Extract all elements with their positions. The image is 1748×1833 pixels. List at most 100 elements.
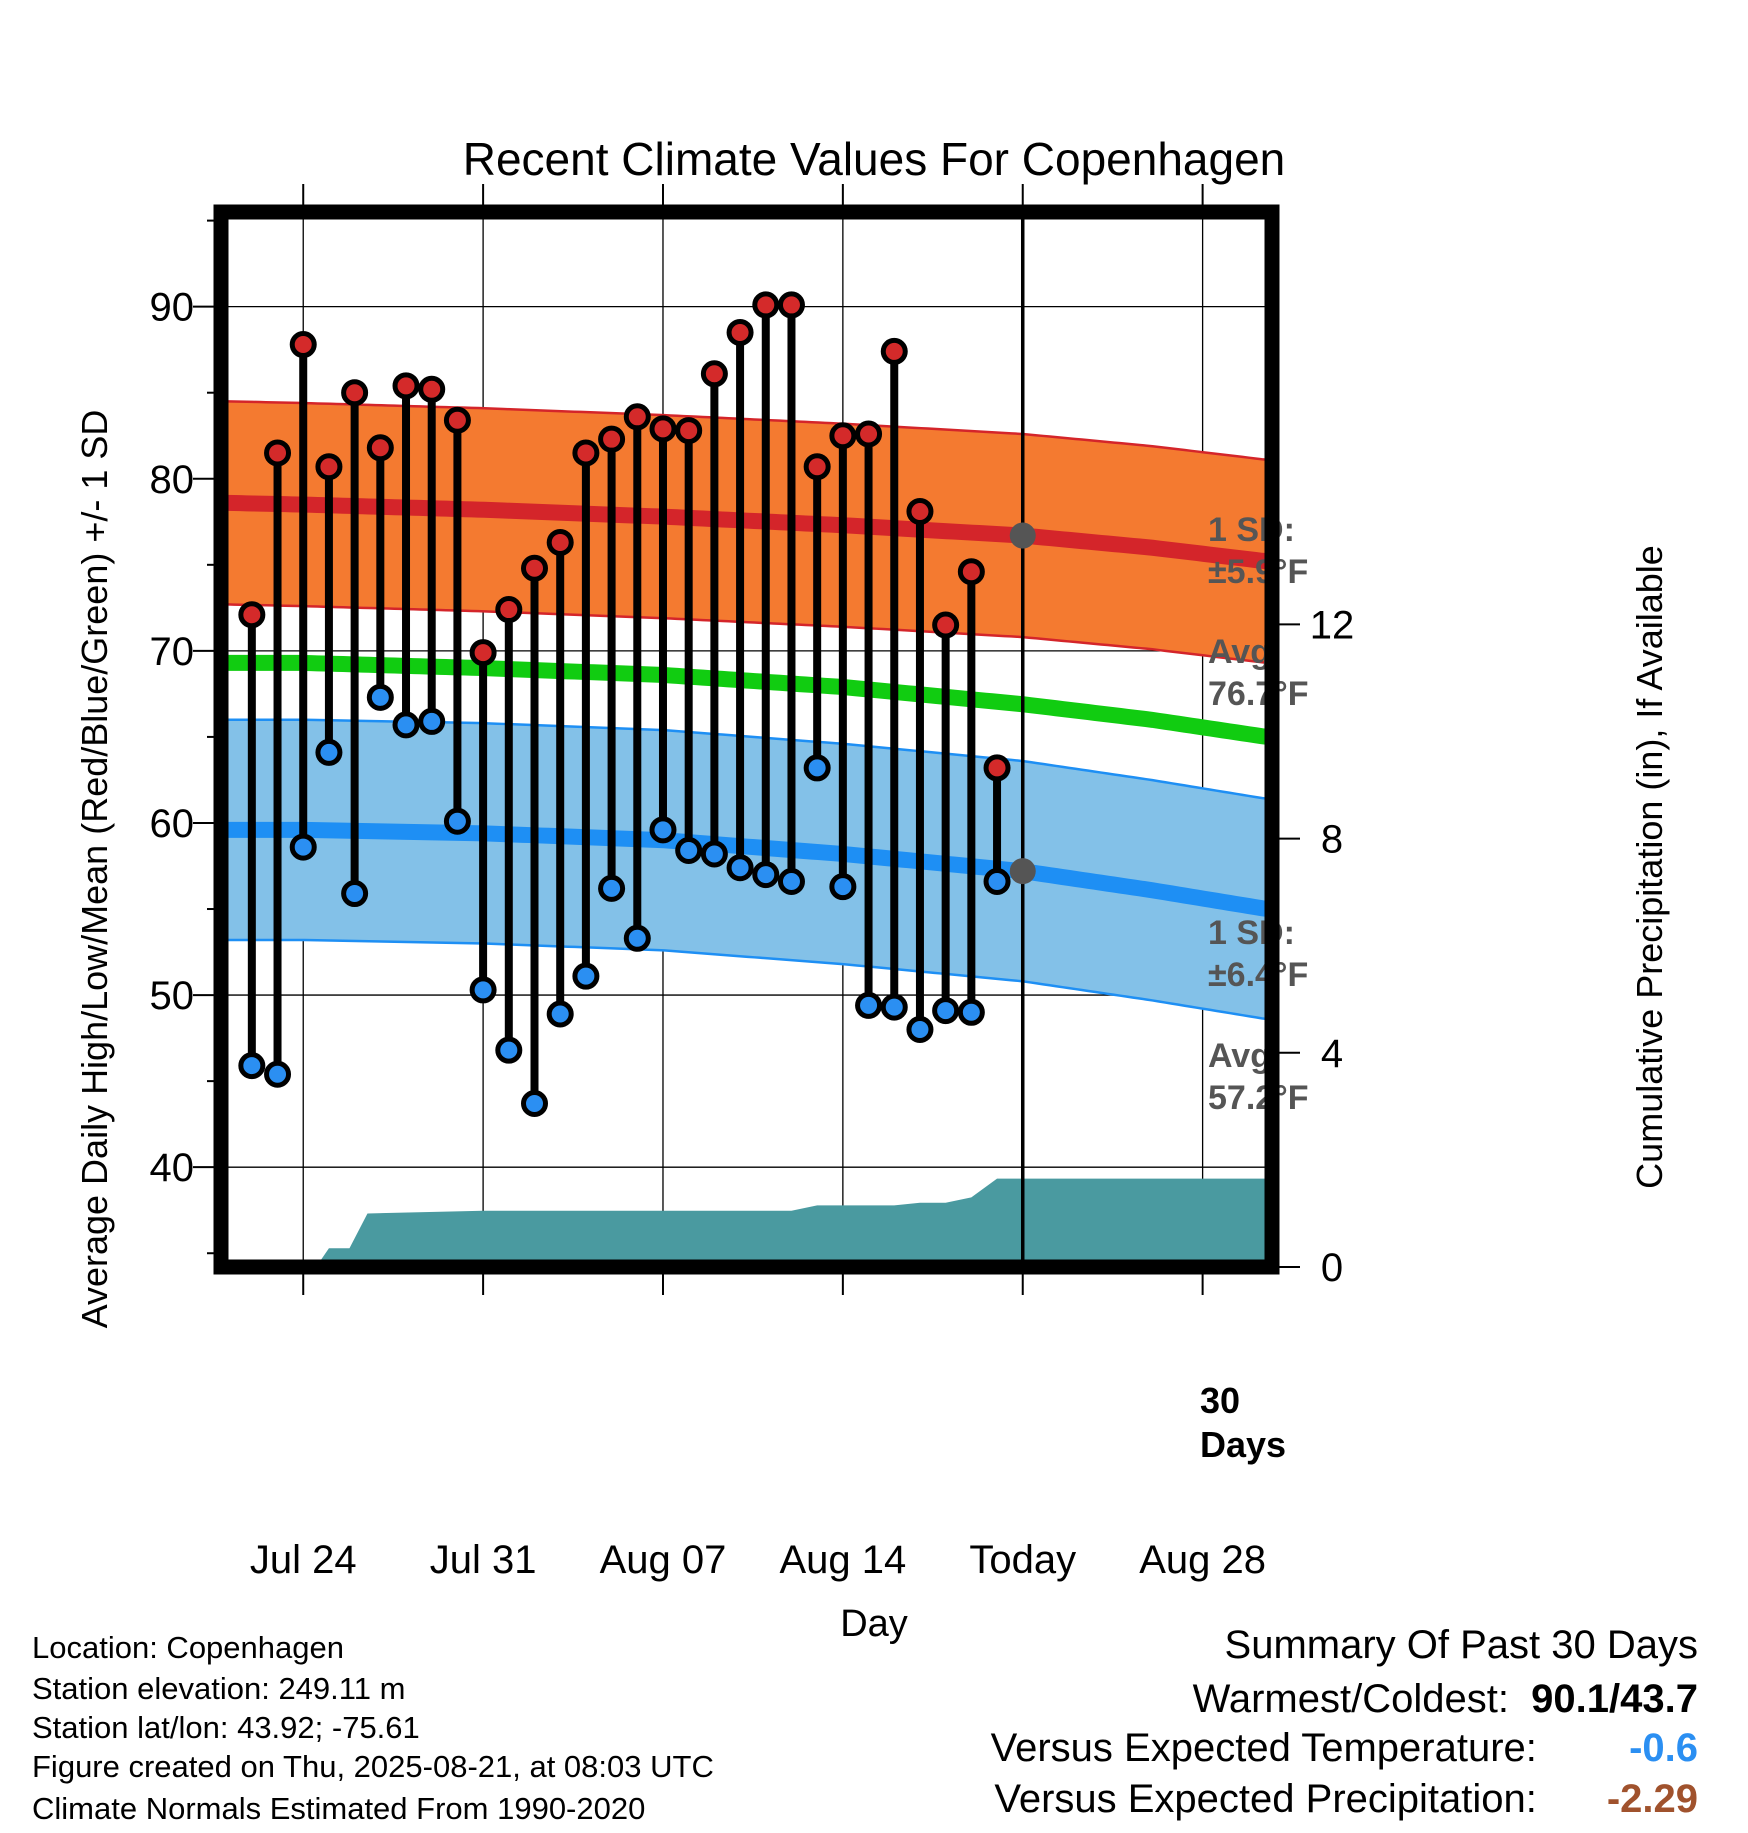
daily-high-point [495,596,523,624]
y2-axis-label: Cumulative Precipitation (in), If Availa… [1629,545,1670,1189]
daily-low-point [726,854,754,882]
y2-tick-label: 8 [1321,818,1343,862]
high-sd-band-lower-edge [221,603,1269,665]
daily-low-point [598,874,626,902]
precip-cumulative-area [221,1178,1272,1267]
daily-low-point [880,993,908,1021]
daily-low-point [366,683,394,711]
daily-low-point [392,711,420,739]
daily-high-point [752,291,780,319]
daily-high-point [623,403,651,431]
summary-temp: Versus Expected Temperature: -0.6 [991,1728,1698,1768]
daily-low-point [855,991,883,1019]
annotations: 1 SD: ±5.9°F Avg: 76.7°F 1 SD: ±6.4°F Av… [1200,511,1309,1465]
daily-low-point [572,962,600,990]
daily-low-point [752,861,780,889]
x-tick-label: Today [969,1538,1076,1582]
precip-label: Versus Expected Precipitation: [994,1777,1537,1821]
daily-low-point [264,1060,292,1088]
normal-lines [221,494,1270,917]
daily-high-point [726,318,754,346]
high-sd-band [221,401,1269,663]
daily-high-point [906,497,934,525]
y-tick-label: 90 [150,286,195,330]
low-sd-label: 1 SD: [1208,914,1295,952]
x-tick-label: Jul 24 [250,1538,357,1582]
daily-low-point [906,1015,934,1043]
days-label-word: Days [1200,1424,1286,1465]
plot-border [213,204,1280,1275]
daily-high-point [855,420,883,448]
y-tick-label: 40 [150,1146,195,1190]
daily-markers [238,291,1011,1118]
y-tick-label: 70 [150,630,195,674]
daily-high-point [932,611,960,639]
temp-value: -0.6 [1629,1726,1698,1770]
y-tick-label: 80 [150,458,195,502]
x-axis-label: Day [840,1603,908,1645]
daily-low-point [675,837,703,865]
daily-low-point [521,1090,549,1118]
x-tick-label: Aug 14 [779,1538,906,1582]
y2-tick-label: 0 [1321,1246,1343,1290]
daily-low-point [289,833,317,861]
axes: 40 50 60 70 80 90 0 4 8 12 Jul 24 Jul 31 Aug 07 Aug 1… [150,184,1355,1582]
daily-high-point [366,434,394,462]
y2-tick-label: 12 [1310,603,1355,647]
daily-high-point [829,422,857,450]
footer-elevation: Station elevation: 249.11 m [32,1671,406,1706]
high-sd-band-upper-edge [221,400,1269,462]
daily-high-point [803,453,831,481]
daily-high-point [675,417,703,445]
daily-low-point [777,867,805,895]
daily-stems [247,304,1002,1104]
warm-cold-value: 90.1/43.7 [1531,1677,1698,1721]
normal-mean-line [221,654,1270,745]
warm-cold-label: Warmest/Coldest: [1192,1677,1509,1721]
footer-location: Location: Copenhagen [32,1630,344,1665]
daily-high-point [572,439,600,467]
temp-label: Versus Expected Temperature: [990,1726,1537,1770]
normal-high-line [221,494,1269,570]
daily-low-point [315,738,343,766]
precip-area [221,1178,1272,1267]
daily-low-point [932,997,960,1025]
daily-high-point [264,439,292,467]
daily-low-point [443,807,471,835]
precip-value: -2.29 [1606,1777,1698,1821]
daily-high-point [777,291,805,319]
daily-low-point [238,1052,266,1080]
summary-heading: Summary Of Past 30 Days [1224,1623,1698,1667]
x-tick-label: Aug 28 [1139,1538,1266,1582]
daily-low-point [983,867,1011,895]
daily-low-point [495,1036,523,1064]
daily-low-point [341,880,369,908]
today-low-avg-marker [1009,858,1036,885]
daily-high-point [392,372,420,400]
daily-high-point [983,754,1011,782]
daily-high-point [418,375,446,403]
today-high-avg-marker [1009,522,1036,549]
daily-high-point [238,601,266,629]
daily-low-point [829,873,857,901]
y-tick-label: 50 [150,974,195,1018]
daily-high-point [649,415,677,443]
footer-normals: Climate Normals Estimated From 1990-2020 [32,1791,646,1826]
daily-high-point [700,360,728,388]
daily-high-point [443,406,471,434]
daily-low-point [418,707,446,735]
high-sd-value: ±5.9°F [1208,553,1308,591]
x-tick-label: Aug 07 [600,1538,727,1582]
daily-low-point [957,998,985,1026]
low-sd-value: ±6.4°F [1208,956,1308,994]
footer-latlon: Station lat/lon: 43.92; -75.61 [32,1710,420,1745]
summary-precip: Versus Expected Precipitation: -2.29 [994,1779,1698,1819]
y-axis-label: Average Daily High/Low/Mean (Red/Blue/Gr… [74,410,115,1329]
today-line [1009,212,1036,1267]
low-avg-value: 57.2°F [1208,1079,1309,1117]
daily-high-point [957,558,985,586]
daily-low-point [700,840,728,868]
plot-frame [213,204,1280,1275]
